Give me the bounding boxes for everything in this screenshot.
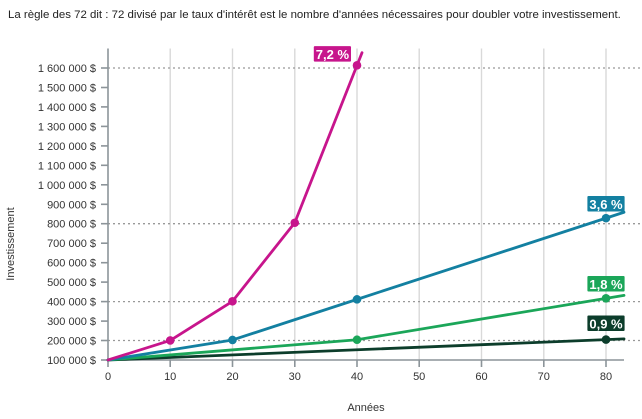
svg-text:700 000 $: 700 000 $ [47,238,96,250]
svg-text:300 000 $: 300 000 $ [47,316,96,328]
svg-text:80: 80 [600,371,612,383]
svg-text:3,6 %: 3,6 % [589,197,623,212]
svg-text:1 600 000 $: 1 600 000 $ [38,63,96,75]
svg-text:900 000 $: 900 000 $ [47,199,96,211]
svg-text:0: 0 [105,371,111,383]
svg-text:70: 70 [538,371,550,383]
svg-text:40: 40 [351,371,363,383]
svg-text:0,9 %: 0,9 % [589,316,623,331]
svg-text:30: 30 [289,371,301,383]
svg-text:1 200 000 $: 1 200 000 $ [38,141,96,153]
svg-text:600 000 $: 600 000 $ [47,258,96,270]
svg-text:Années: Années [347,402,385,414]
svg-text:10: 10 [164,371,176,383]
svg-text:500 000 $: 500 000 $ [47,277,96,289]
svg-text:1,8 %: 1,8 % [589,277,623,292]
svg-text:200 000 $: 200 000 $ [47,336,96,348]
svg-text:1 100 000 $: 1 100 000 $ [38,160,96,172]
svg-text:7,2 %: 7,2 % [316,47,350,62]
svg-text:1 000 000 $: 1 000 000 $ [38,180,96,192]
svg-text:100 000 $: 100 000 $ [47,355,96,367]
svg-text:1 500 000 $: 1 500 000 $ [38,83,96,95]
svg-text:400 000 $: 400 000 $ [47,297,96,309]
svg-text:1 300 000 $: 1 300 000 $ [38,121,96,133]
svg-text:50: 50 [413,371,425,383]
svg-text:Investissement: Investissement [5,207,17,280]
svg-text:60: 60 [475,371,487,383]
svg-text:1 400 000 $: 1 400 000 $ [38,102,96,114]
svg-text:800 000 $: 800 000 $ [47,219,96,231]
svg-text:20: 20 [226,371,238,383]
